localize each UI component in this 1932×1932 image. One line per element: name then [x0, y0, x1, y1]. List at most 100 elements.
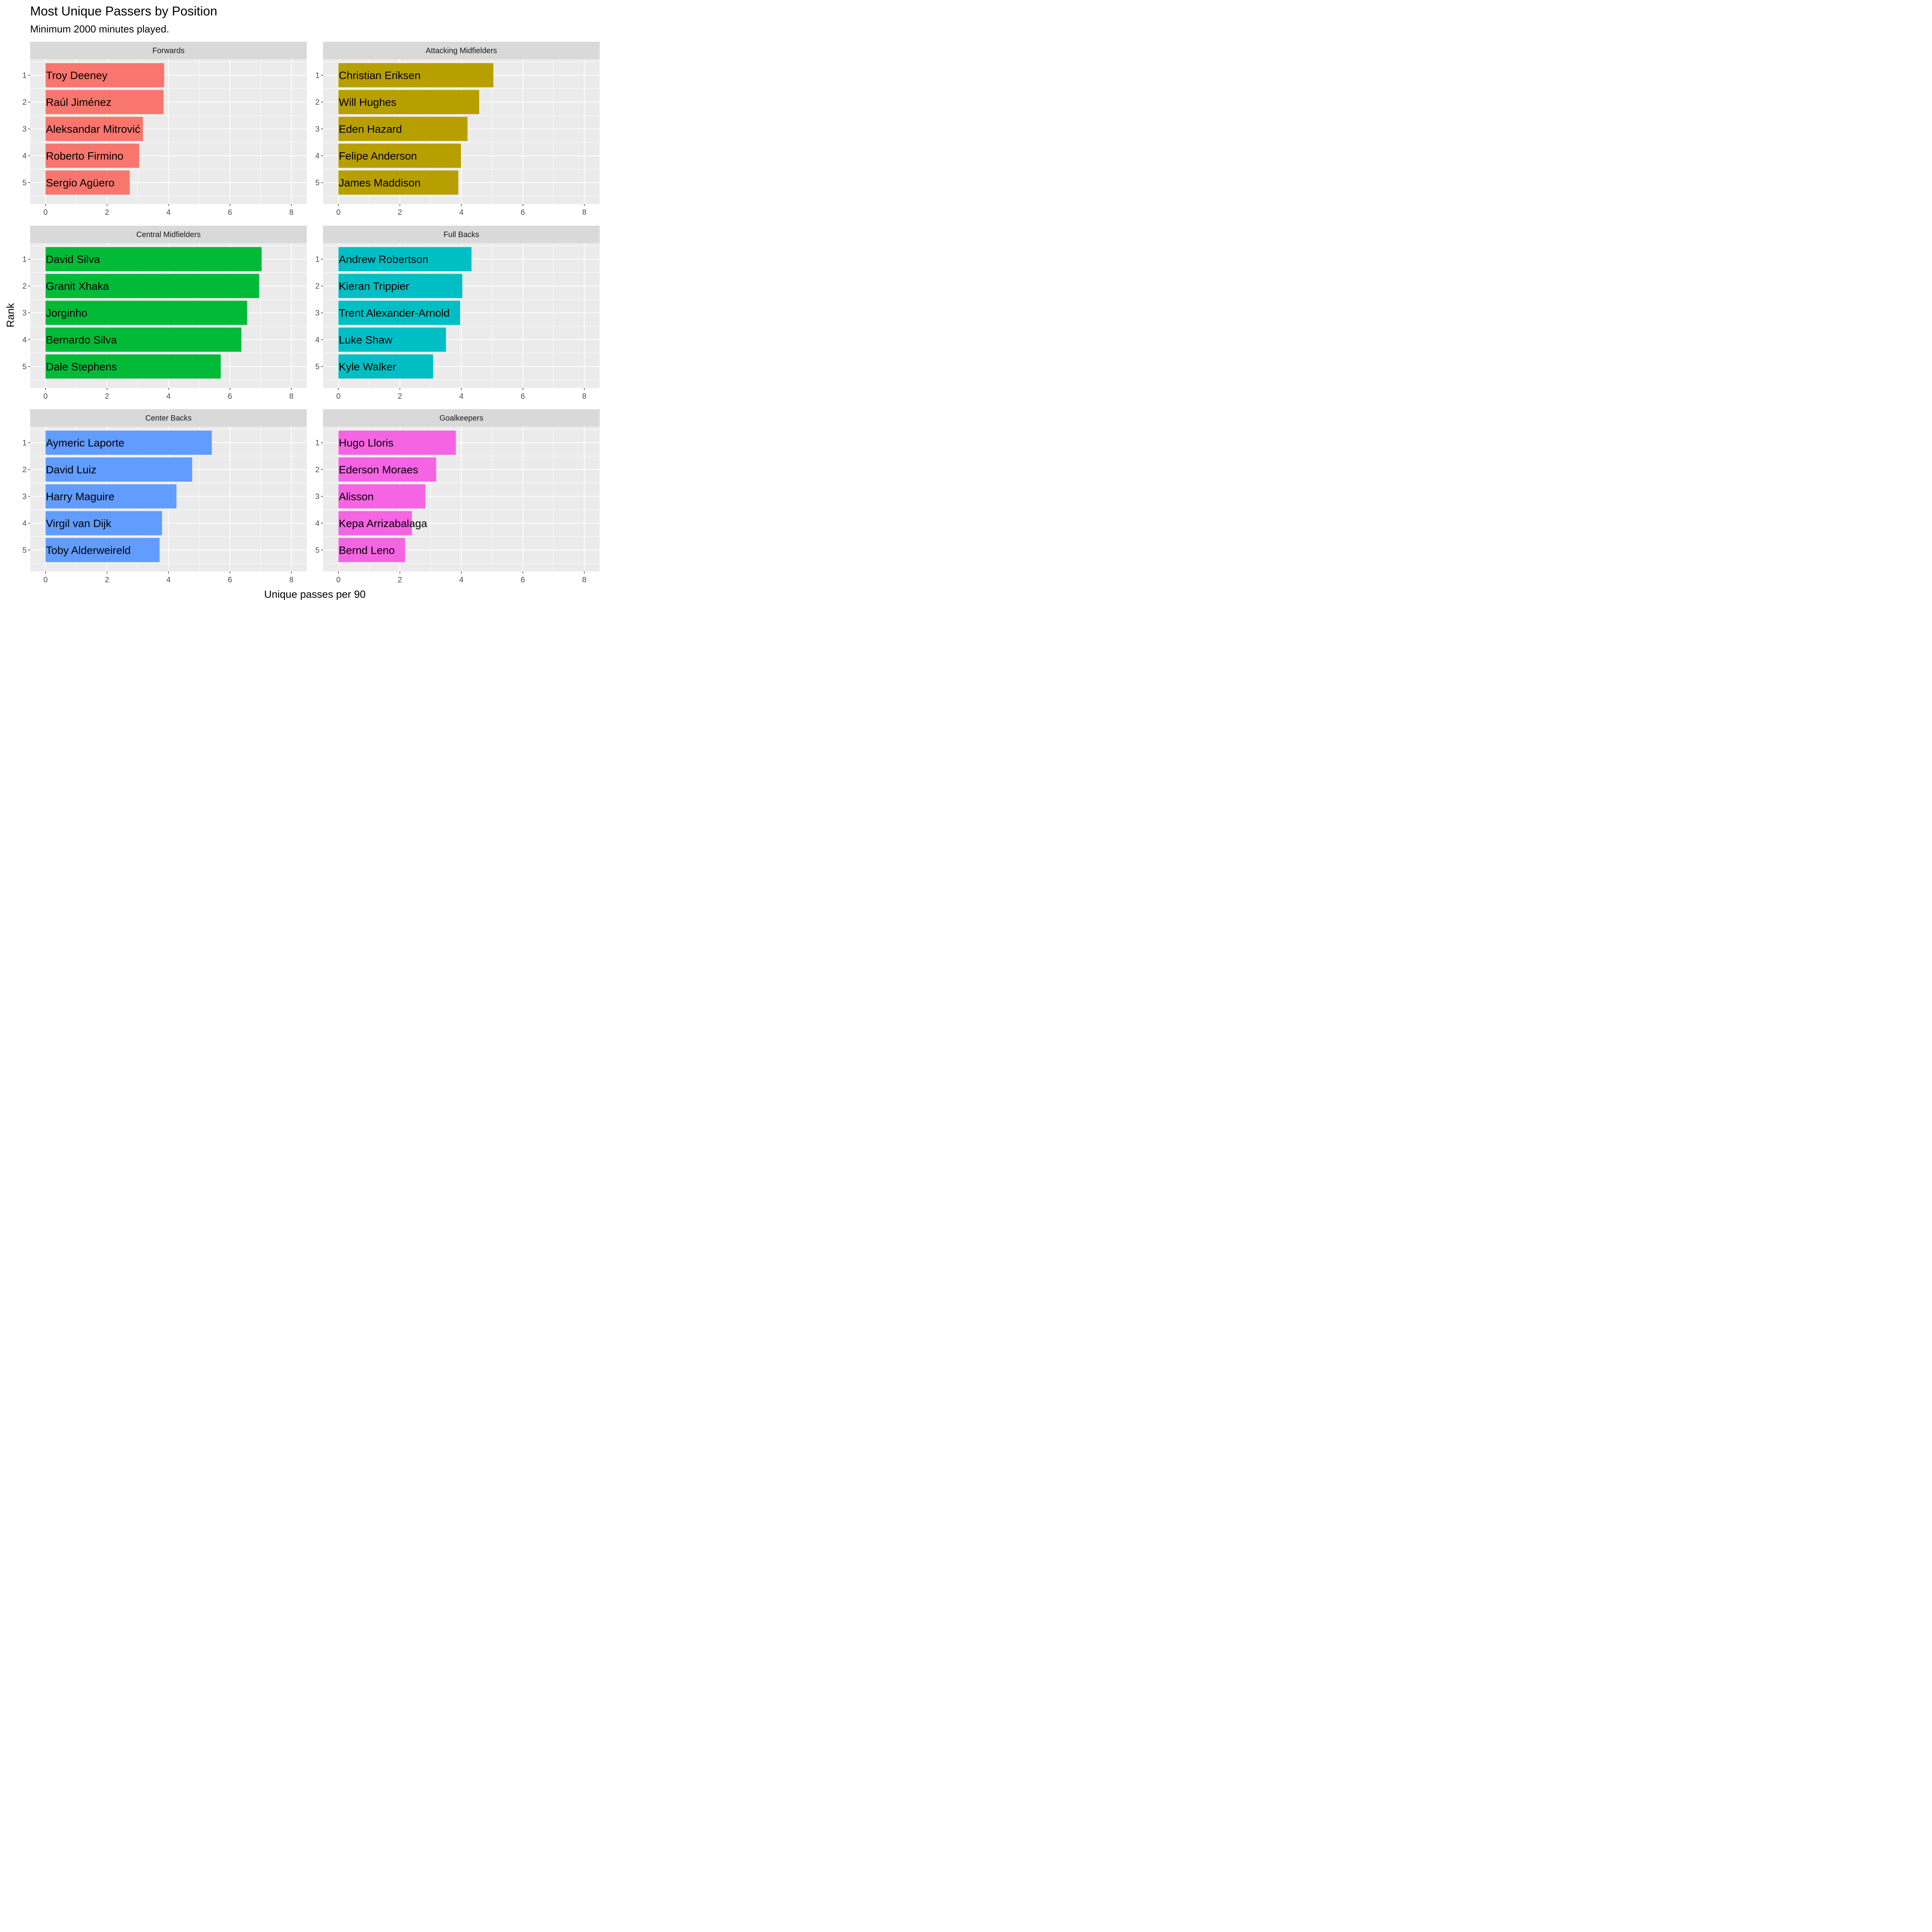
facet-panel: Forwards 0 2 4 6 8 1 2 3 4 5 Troy Deeney Raúl Jiméne… [22, 42, 307, 217]
rank-label: 3 [315, 309, 320, 318]
player-label: Andrew Robertson [339, 253, 429, 265]
x-tick-label: 6 [521, 576, 525, 584]
player-label: Luke Shaw [339, 334, 393, 346]
bar [45, 327, 242, 352]
player-label: Trent Alexander-Arnold [339, 307, 450, 319]
facet-strip [323, 409, 600, 427]
rank-label: 2 [315, 282, 320, 291]
x-tick-label: 4 [166, 576, 170, 584]
x-tick-label: 4 [166, 392, 170, 401]
player-label: Raúl Jiménez [46, 96, 112, 108]
bar [45, 511, 162, 536]
player-label: Christian Eriksen [339, 70, 421, 82]
x-tick-label: 6 [228, 576, 232, 584]
rank-label: 4 [315, 519, 320, 528]
x-tick-label: 4 [459, 392, 463, 401]
x-tick-label: 2 [105, 208, 109, 217]
faceted-bar-chart: Forwards 0 2 4 6 8 1 2 3 4 5 Troy Deeney Raúl Jiméne… [5, 42, 600, 600]
x-tick-label: 0 [336, 208, 340, 217]
rank-label: 4 [22, 336, 27, 344]
player-label: James Maddison [339, 177, 421, 189]
bar [338, 457, 436, 482]
chart-title: Most Unique Passers by Position [30, 4, 218, 18]
facet-panel: Goalkeepers 0 2 4 6 8 1 2 3 4 5 Hugo Lloris Ederson … [315, 409, 600, 584]
bar [45, 117, 143, 141]
player-label: Eden Hazard [339, 123, 402, 135]
rank-label: 5 [22, 179, 27, 187]
player-label: David Silva [46, 253, 100, 265]
facet-panel: Full Backs 0 2 4 6 8 1 2 3 4 5 Andrew Robertson Kier… [315, 226, 600, 401]
facet-strip [323, 42, 600, 59]
player-label: Dale Stephens [46, 361, 117, 372]
bar [45, 354, 221, 379]
player-label: Jorginho [46, 307, 87, 319]
x-tick-label: 0 [43, 576, 48, 584]
rank-label: 5 [315, 546, 320, 554]
rank-label: 3 [22, 309, 27, 318]
rank-label: 4 [315, 152, 320, 160]
bar [338, 170, 459, 195]
player-label: Aymeric Laporte [46, 437, 124, 449]
bar [338, 354, 433, 379]
facet-strip-label: Center Backs [145, 414, 192, 423]
rank-label: 2 [315, 466, 320, 474]
facet-panels: Forwards 0 2 4 6 8 1 2 3 4 5 Troy Deeney Raúl Jiméne… [22, 42, 600, 584]
facet-strip-label: Full Backs [444, 231, 479, 239]
bar [45, 170, 130, 195]
player-label: Toby Alderweireld [46, 544, 131, 556]
x-tick-label: 8 [582, 208, 587, 217]
x-tick-label: 8 [289, 576, 294, 584]
rank-label: 2 [315, 98, 320, 107]
bar [45, 143, 139, 168]
facet-strip [30, 42, 307, 59]
x-tick-label: 8 [289, 208, 294, 217]
player-label: Ederson Moraes [339, 464, 418, 476]
facet-strip-label: Forwards [152, 47, 184, 55]
x-tick-label: 6 [521, 208, 525, 217]
player-label: Kepa Arrizabalaga [339, 517, 427, 529]
bar [45, 301, 247, 325]
bar [338, 484, 425, 509]
facet-strip [30, 409, 307, 427]
player-label: Troy Deeney [46, 70, 107, 82]
x-tick-label: 2 [398, 576, 402, 584]
player-label: Felipe Anderson [339, 150, 417, 162]
player-label: Harry Maguire [46, 491, 114, 503]
bar [338, 511, 412, 536]
rank-label: 1 [315, 255, 320, 264]
rank-label: 3 [22, 493, 27, 501]
rank-label: 4 [315, 336, 320, 344]
player-label: Granit Xhaka [46, 280, 109, 292]
facet-panel: Center Backs 0 2 4 6 8 1 2 3 4 5 Aymeric Laporte Dav… [22, 409, 307, 584]
rank-label: 5 [22, 546, 27, 554]
bar [338, 538, 405, 562]
chart-subtitle: Minimum 2000 minutes played. [30, 23, 169, 35]
bar [45, 457, 192, 482]
bar [338, 247, 472, 271]
x-tick-label: 4 [166, 208, 170, 217]
player-label: Alisson [339, 491, 374, 503]
player-label: David Luiz [46, 464, 97, 476]
bar [45, 430, 212, 455]
y-axis-title: Rank [5, 303, 16, 328]
x-tick-label: 6 [521, 392, 525, 401]
facet-panel: Central Midfielders 0 2 4 6 8 1 2 3 4 5 David Silva… [22, 226, 307, 401]
rank-label: 3 [22, 125, 27, 134]
x-axis-title: Unique passes per 90 [264, 588, 366, 600]
bar [338, 63, 493, 87]
bar [45, 538, 160, 562]
rank-label: 2 [22, 282, 27, 291]
facet-strip-label: Goalkeepers [439, 414, 483, 423]
x-tick-label: 0 [43, 208, 48, 217]
facet-strip-label: Central Midfielders [136, 231, 201, 239]
player-label: Hugo Lloris [339, 437, 394, 449]
x-tick-label: 4 [459, 208, 463, 217]
rank-label: 3 [315, 493, 320, 501]
facet-panel: Attacking Midfielders 0 2 4 6 8 1 2 3 4 5 Christian… [315, 42, 600, 217]
player-label: Roberto Firmino [46, 150, 124, 162]
bar [338, 117, 468, 141]
rank-label: 1 [315, 439, 320, 447]
rank-label: 2 [22, 98, 27, 107]
bar [338, 143, 461, 168]
rank-label: 5 [315, 362, 320, 371]
